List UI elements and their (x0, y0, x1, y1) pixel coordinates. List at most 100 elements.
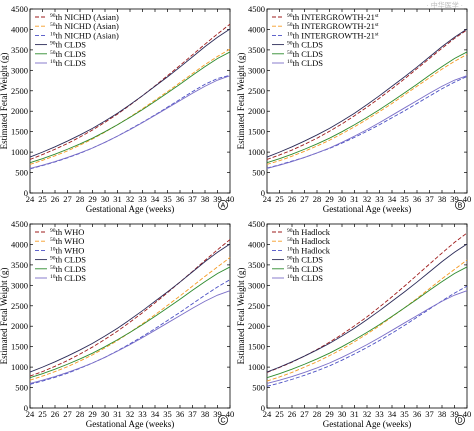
y-tick-label: 1000 (11, 362, 28, 372)
legend-label: CLDS (301, 49, 323, 59)
x-tick-label: 29 (88, 194, 97, 204)
legend-percentile: 90 (287, 256, 293, 262)
series-line-10-clds (266, 75, 468, 169)
x-tick-label: 37 (188, 409, 197, 419)
x-axis-title: Gestational Age (weeks) (86, 419, 174, 429)
legend-entry: 90th CLDS (50, 40, 86, 50)
x-tick-label: 36 (176, 409, 185, 419)
legend-th: th (56, 49, 65, 59)
legend-label: WHO (64, 245, 84, 255)
legend-th: th (56, 40, 65, 50)
legend-label: CLDS (301, 255, 323, 265)
y-tick-label: 2500 (11, 301, 28, 311)
y-tick-label: 2000 (11, 106, 28, 116)
legend-percentile: 50 (287, 50, 293, 56)
y-tick-label: 4500 (11, 4, 28, 14)
panel-badge (455, 415, 465, 425)
chart-c: 0 500 1000 1500 2000 2500 3000 3500 4000 4500 24 25… (0, 219, 234, 429)
x-tick-label: 24 (26, 194, 35, 204)
legend-th: th (56, 58, 65, 68)
x-tick-label: 40 (463, 409, 472, 419)
series-line-90-clds (29, 28, 231, 158)
legend-percentile: 50 (50, 237, 56, 243)
legend-th: th (56, 236, 65, 246)
x-tick-label: 37 (188, 194, 197, 204)
x-tick-label: 39 (213, 194, 222, 204)
legend-th: th (293, 255, 302, 265)
legend-entry: 50th CLDS (287, 264, 323, 274)
watermark: · 中华医学 · (426, 1, 463, 10)
legend-th: th (56, 245, 65, 255)
x-tick-label: 29 (325, 194, 334, 204)
legend-entry: 10th CLDS (287, 273, 323, 283)
legend-th: th (293, 227, 302, 237)
panel-badge-letter: D (457, 418, 462, 425)
legend-entry: 90th WHO (50, 227, 84, 237)
legend-percentile: 90 (287, 41, 293, 47)
legend-th: th (56, 264, 65, 274)
x-tick-label: 27 (300, 194, 309, 204)
series-line-50-clds (266, 51, 468, 164)
series-line-90-clds (266, 243, 468, 373)
x-tick-label: 28 (76, 409, 85, 419)
x-tick-label: 40 (226, 194, 235, 204)
legend-percentile: 10 (287, 274, 293, 280)
legend-th: th (293, 236, 302, 246)
series-line-90-clds (29, 243, 231, 373)
x-tick-label: 26 (288, 409, 297, 419)
y-tick-label: 3500 (11, 45, 28, 55)
x-tick-label: 36 (413, 194, 422, 204)
legend-entry: 50th WHO (50, 236, 84, 246)
panel-a: 0 500 1000 1500 2000 2500 3000 3500 4000 4500 24 25… (0, 0, 237, 215)
legend-label: CLDS (64, 264, 86, 274)
y-tick-label: 0 (261, 403, 265, 413)
legend-entry: 90th CLDS (287, 40, 323, 50)
y-tick-label: 1000 (248, 362, 265, 372)
series-line-90-who (29, 239, 231, 377)
x-tick-label: 36 (176, 194, 185, 204)
legend-label: CLDS (301, 273, 323, 283)
y-tick-label: 1500 (11, 127, 28, 137)
legend-entry: 50th Hadlock (287, 236, 331, 246)
panel-badge (218, 200, 228, 210)
x-tick-label: 30 (338, 409, 347, 419)
y-tick-label: 2000 (248, 106, 265, 116)
legend-label: Hadlock (301, 245, 331, 255)
legend-entry: 10th CLDS (50, 273, 86, 283)
y-tick-label: 2000 (248, 321, 265, 331)
legend-percentile: 50 (287, 22, 293, 28)
y-tick-label: 4000 (248, 24, 265, 34)
x-tick-label: 36 (413, 409, 422, 419)
series-line-50-hadlock (266, 259, 468, 382)
x-tick-label: 30 (338, 194, 347, 204)
legend-percentile: 10 (50, 59, 56, 65)
legend-label-sup: st (375, 22, 379, 28)
legend-percentile: 90 (50, 41, 56, 47)
series-line-50-clds (29, 266, 231, 379)
y-tick-label: 3000 (248, 280, 265, 290)
x-tick-label: 29 (88, 409, 97, 419)
legend-label: CLDS (64, 273, 86, 283)
y-tick-label: 2500 (11, 86, 28, 96)
x-tick-label: 25 (38, 194, 47, 204)
x-tick-label: 40 (463, 194, 472, 204)
legend-th: th (293, 40, 302, 50)
y-tick-label: 1500 (248, 342, 265, 352)
x-tick-label: 31 (350, 409, 359, 419)
panel-c: 0 500 1000 1500 2000 2500 3000 3500 4000 4500 24 25… (0, 215, 237, 430)
x-tick-label: 33 (375, 409, 384, 419)
series-line-50-intergrowth-21 (266, 53, 468, 165)
legend-percentile: 90 (50, 13, 56, 19)
y-tick-label: 4000 (11, 24, 28, 34)
y-tick-label: 3500 (11, 260, 28, 270)
legend-label: CLDS (301, 58, 323, 68)
x-tick-label: 35 (163, 194, 172, 204)
y-tick-label: 2500 (248, 86, 265, 96)
x-tick-label: 34 (151, 194, 160, 204)
panel-d: 0 500 1000 1500 2000 2500 3000 3500 4000 4500 24 25… (237, 215, 474, 430)
legend-percentile: 50 (287, 265, 293, 271)
y-tick-label: 4000 (248, 239, 265, 249)
x-tick-label: 27 (300, 409, 309, 419)
x-tick-label: 31 (350, 194, 359, 204)
series-line-10-intergrowth-21 (266, 76, 468, 169)
